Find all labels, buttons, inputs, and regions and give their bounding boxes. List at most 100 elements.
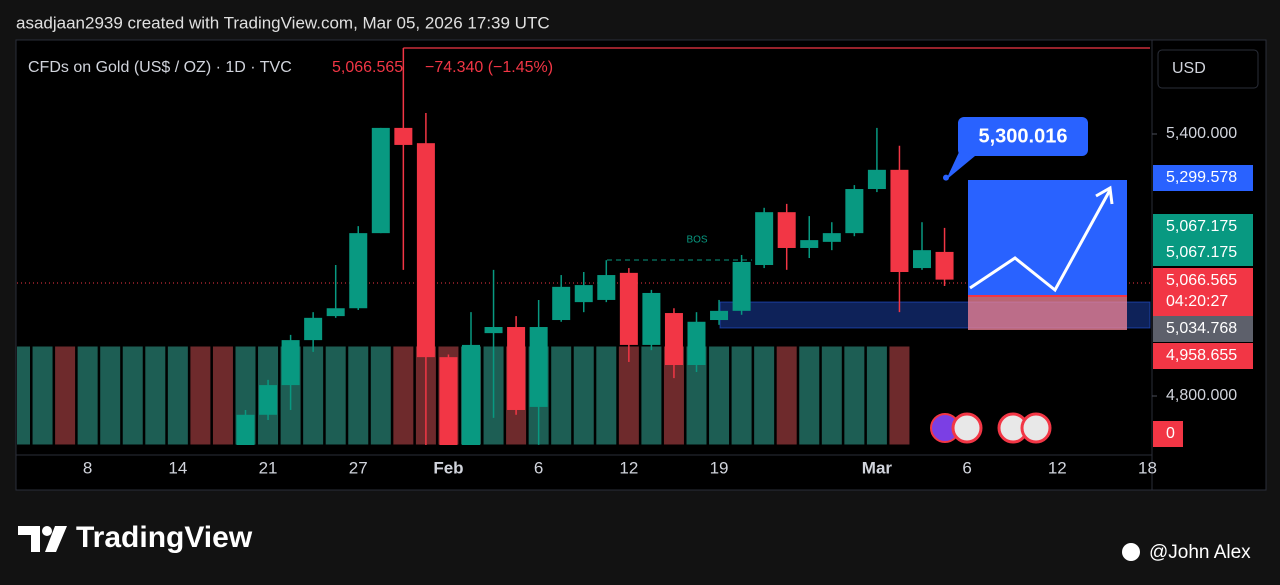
candle-body — [687, 321, 706, 366]
bos-label: BOS — [686, 235, 707, 246]
volume-bar — [31, 345, 54, 445]
candle-body — [552, 286, 571, 321]
candle-body — [913, 250, 931, 269]
path-arrow — [969, 189, 1112, 293]
candle-body — [619, 272, 638, 345]
candle-body — [822, 233, 841, 242]
volume-bar — [843, 345, 866, 445]
candle-body — [507, 327, 526, 410]
callout-tail — [946, 150, 975, 180]
candle-body — [416, 143, 435, 358]
volume-bar — [54, 345, 77, 445]
header: asadjaan2939 created with TradingView.co… — [16, 13, 550, 32]
x-tick-label: 27 — [349, 458, 368, 477]
volume-bar — [753, 345, 776, 445]
price-label: 5,066.565 — [1166, 272, 1237, 289]
candle-body — [371, 127, 390, 234]
volume-bar — [640, 345, 663, 445]
price-label: 5,067.175 — [1166, 218, 1237, 235]
volume-bar — [865, 345, 888, 445]
x-tick-label: 14 — [168, 458, 187, 477]
candle-body — [574, 285, 593, 303]
tv-logo — [18, 526, 67, 552]
price-label: 4,958.655 — [1166, 347, 1237, 364]
candle-body — [304, 317, 323, 341]
candle-body — [800, 240, 819, 248]
event-icons — [930, 412, 1052, 444]
x-tick-label: Feb — [433, 458, 463, 477]
volume-bar — [324, 345, 347, 445]
price-label: 5,067.175 — [1166, 244, 1237, 261]
x-tick-label: 19 — [710, 458, 729, 477]
volume-bar — [820, 345, 843, 445]
volume-bar — [550, 345, 573, 445]
price-label-box — [1153, 240, 1253, 266]
x-tick-label: 6 — [962, 458, 971, 477]
countdown: 04:20:27 — [1166, 293, 1228, 310]
price-label-box — [1153, 316, 1253, 342]
volume-bar — [595, 345, 618, 445]
currency-button[interactable] — [1157, 49, 1259, 89]
price-label-box — [1153, 343, 1253, 369]
volume-bar — [347, 345, 370, 445]
candle-body — [259, 385, 278, 415]
layout-drawings — [17, 117, 1151, 444]
credit: @John Alex — [1149, 542, 1251, 563]
volume-bar — [392, 345, 415, 445]
volume-bar — [76, 345, 99, 445]
y-tick-label: 4,800.000 — [1166, 387, 1237, 404]
x-tick-label: 12 — [619, 458, 638, 477]
volume-bar — [121, 345, 144, 445]
candle-body — [349, 233, 368, 309]
candle-body — [777, 212, 796, 248]
last-price: 5,066.565 — [332, 59, 403, 76]
price-label: 5,299.578 — [1166, 169, 1237, 186]
candle-body — [642, 292, 661, 345]
volume-bar — [369, 345, 392, 445]
candle-body — [867, 169, 886, 190]
volume-bar — [17, 345, 31, 445]
x-tick-label: Mar — [862, 458, 893, 477]
x-tick-label: 18 — [1138, 458, 1157, 477]
callout-text: 5,300.016 — [979, 125, 1068, 147]
volume-bar — [888, 345, 911, 445]
stop-box — [968, 296, 1127, 330]
candle-body — [890, 169, 909, 272]
price-label: 5,034.768 — [1166, 320, 1237, 337]
volume-bar — [302, 345, 325, 445]
candle-body — [755, 212, 774, 266]
volume-bar — [211, 345, 234, 445]
price-label: 0 — [1166, 425, 1175, 442]
volume-bar — [99, 345, 122, 445]
candle-body — [236, 414, 255, 445]
candle-body — [394, 127, 413, 145]
price-label-box — [1153, 421, 1183, 447]
x-tick-label: 6 — [534, 458, 543, 477]
volume-bar — [572, 345, 595, 445]
candle-body — [326, 308, 345, 317]
volume-bar — [775, 345, 798, 445]
symbol-title: CFDs on Gold (US$ / OZ) · 1D · TVC — [28, 59, 292, 76]
target-box — [968, 180, 1127, 296]
price-label-box — [1153, 165, 1253, 191]
candle-body — [845, 189, 864, 234]
brand: TradingView — [76, 521, 253, 554]
candle-body — [529, 327, 548, 407]
x-tick-label: 12 — [1048, 458, 1067, 477]
candle-body — [484, 327, 503, 334]
price-change: −74.340 (−1.45%) — [425, 59, 553, 76]
price-label-box — [1153, 214, 1253, 240]
candle-body — [597, 275, 616, 300]
volume-bar — [730, 345, 753, 445]
currency[interactable]: USD — [1172, 60, 1206, 77]
callout — [958, 117, 1088, 156]
volume-bar — [166, 345, 189, 445]
volume-bar — [189, 345, 212, 445]
candle-body — [664, 313, 683, 366]
candle-body — [710, 310, 729, 321]
arrow-head — [1095, 185, 1114, 205]
candle-body — [439, 357, 458, 445]
volume-bar — [144, 345, 167, 445]
candle-body — [281, 340, 300, 386]
